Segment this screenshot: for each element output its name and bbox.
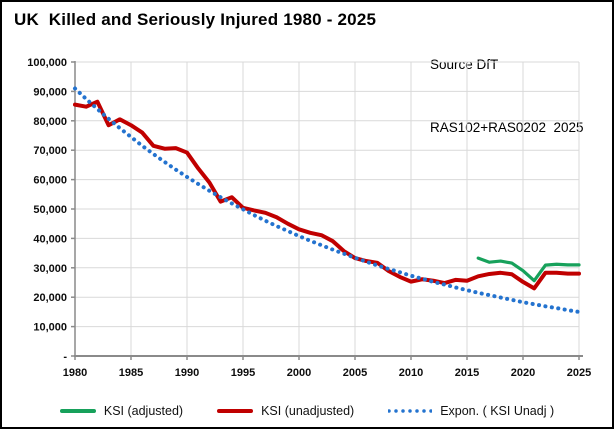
series-line-ksi-unadjusted xyxy=(73,99,581,291)
x-axis-tick-label: 2020 xyxy=(511,367,535,379)
x-axis-tick-label: 2000 xyxy=(287,367,311,379)
legend-item-ksi-adjusted: KSI (adjusted) xyxy=(59,404,184,418)
y-axis-tick-label: - xyxy=(63,351,67,363)
y-axis-tick-label: 20,000 xyxy=(33,292,67,304)
legend-item-expon-trendline: Expon. ( KSI Unadj ) xyxy=(388,404,554,418)
x-axis-tick-label: 1980 xyxy=(63,367,87,379)
red-line-swatch-icon xyxy=(217,409,254,413)
x-axis-tick-label: 2025 xyxy=(567,367,591,379)
y-axis-tick-label: 30,000 xyxy=(33,263,67,275)
x-axis-tick-label: 1990 xyxy=(175,367,199,379)
y-axis-tick-label: 40,000 xyxy=(33,233,67,245)
y-axis-tick-label: 60,000 xyxy=(33,175,67,187)
blue-dotted-swatch-icon xyxy=(388,409,433,413)
green-line-swatch-icon xyxy=(59,409,96,413)
series-line-expon-ksi-unadj xyxy=(73,86,581,314)
legend-item-ksi-unadjusted: KSI (unadjusted) xyxy=(217,404,354,418)
y-axis-tick-label: 100,000 xyxy=(27,57,67,69)
source-line-1: Source DfT xyxy=(430,57,499,72)
legend-label: Expon. ( KSI Unadj ) xyxy=(440,404,555,418)
x-axis-tick-label: 2005 xyxy=(343,367,367,379)
y-axis-tick-label: 50,000 xyxy=(33,204,67,216)
series-line-ksi-adjusted xyxy=(476,256,581,283)
x-axis-tick-label: 1995 xyxy=(231,367,255,379)
y-axis-tick-label: 70,000 xyxy=(33,145,67,157)
y-axis-tick-label: 10,000 xyxy=(33,322,67,334)
x-axis-tick-label: 2010 xyxy=(399,367,423,379)
source-line-2: RAS102+RAS0202 2025 xyxy=(430,120,584,135)
chart-legend: KSI (adjusted) KSI (unadjusted) Expon. (… xyxy=(2,404,612,418)
legend-label: KSI (unadjusted) xyxy=(261,404,355,418)
source-note: Source DfT RAS102+RAS0202 2025 xyxy=(430,12,584,180)
x-axis-tick-label: 1985 xyxy=(119,367,143,379)
legend-label: KSI (adjusted) xyxy=(103,404,184,418)
chart-title: UK Killed and Seriously Injured 1980 - 2… xyxy=(14,10,377,29)
x-axis-tick-label: 2015 xyxy=(455,367,479,379)
y-axis-tick-label: 80,000 xyxy=(33,116,67,128)
y-axis-tick-label: 90,000 xyxy=(33,86,67,98)
